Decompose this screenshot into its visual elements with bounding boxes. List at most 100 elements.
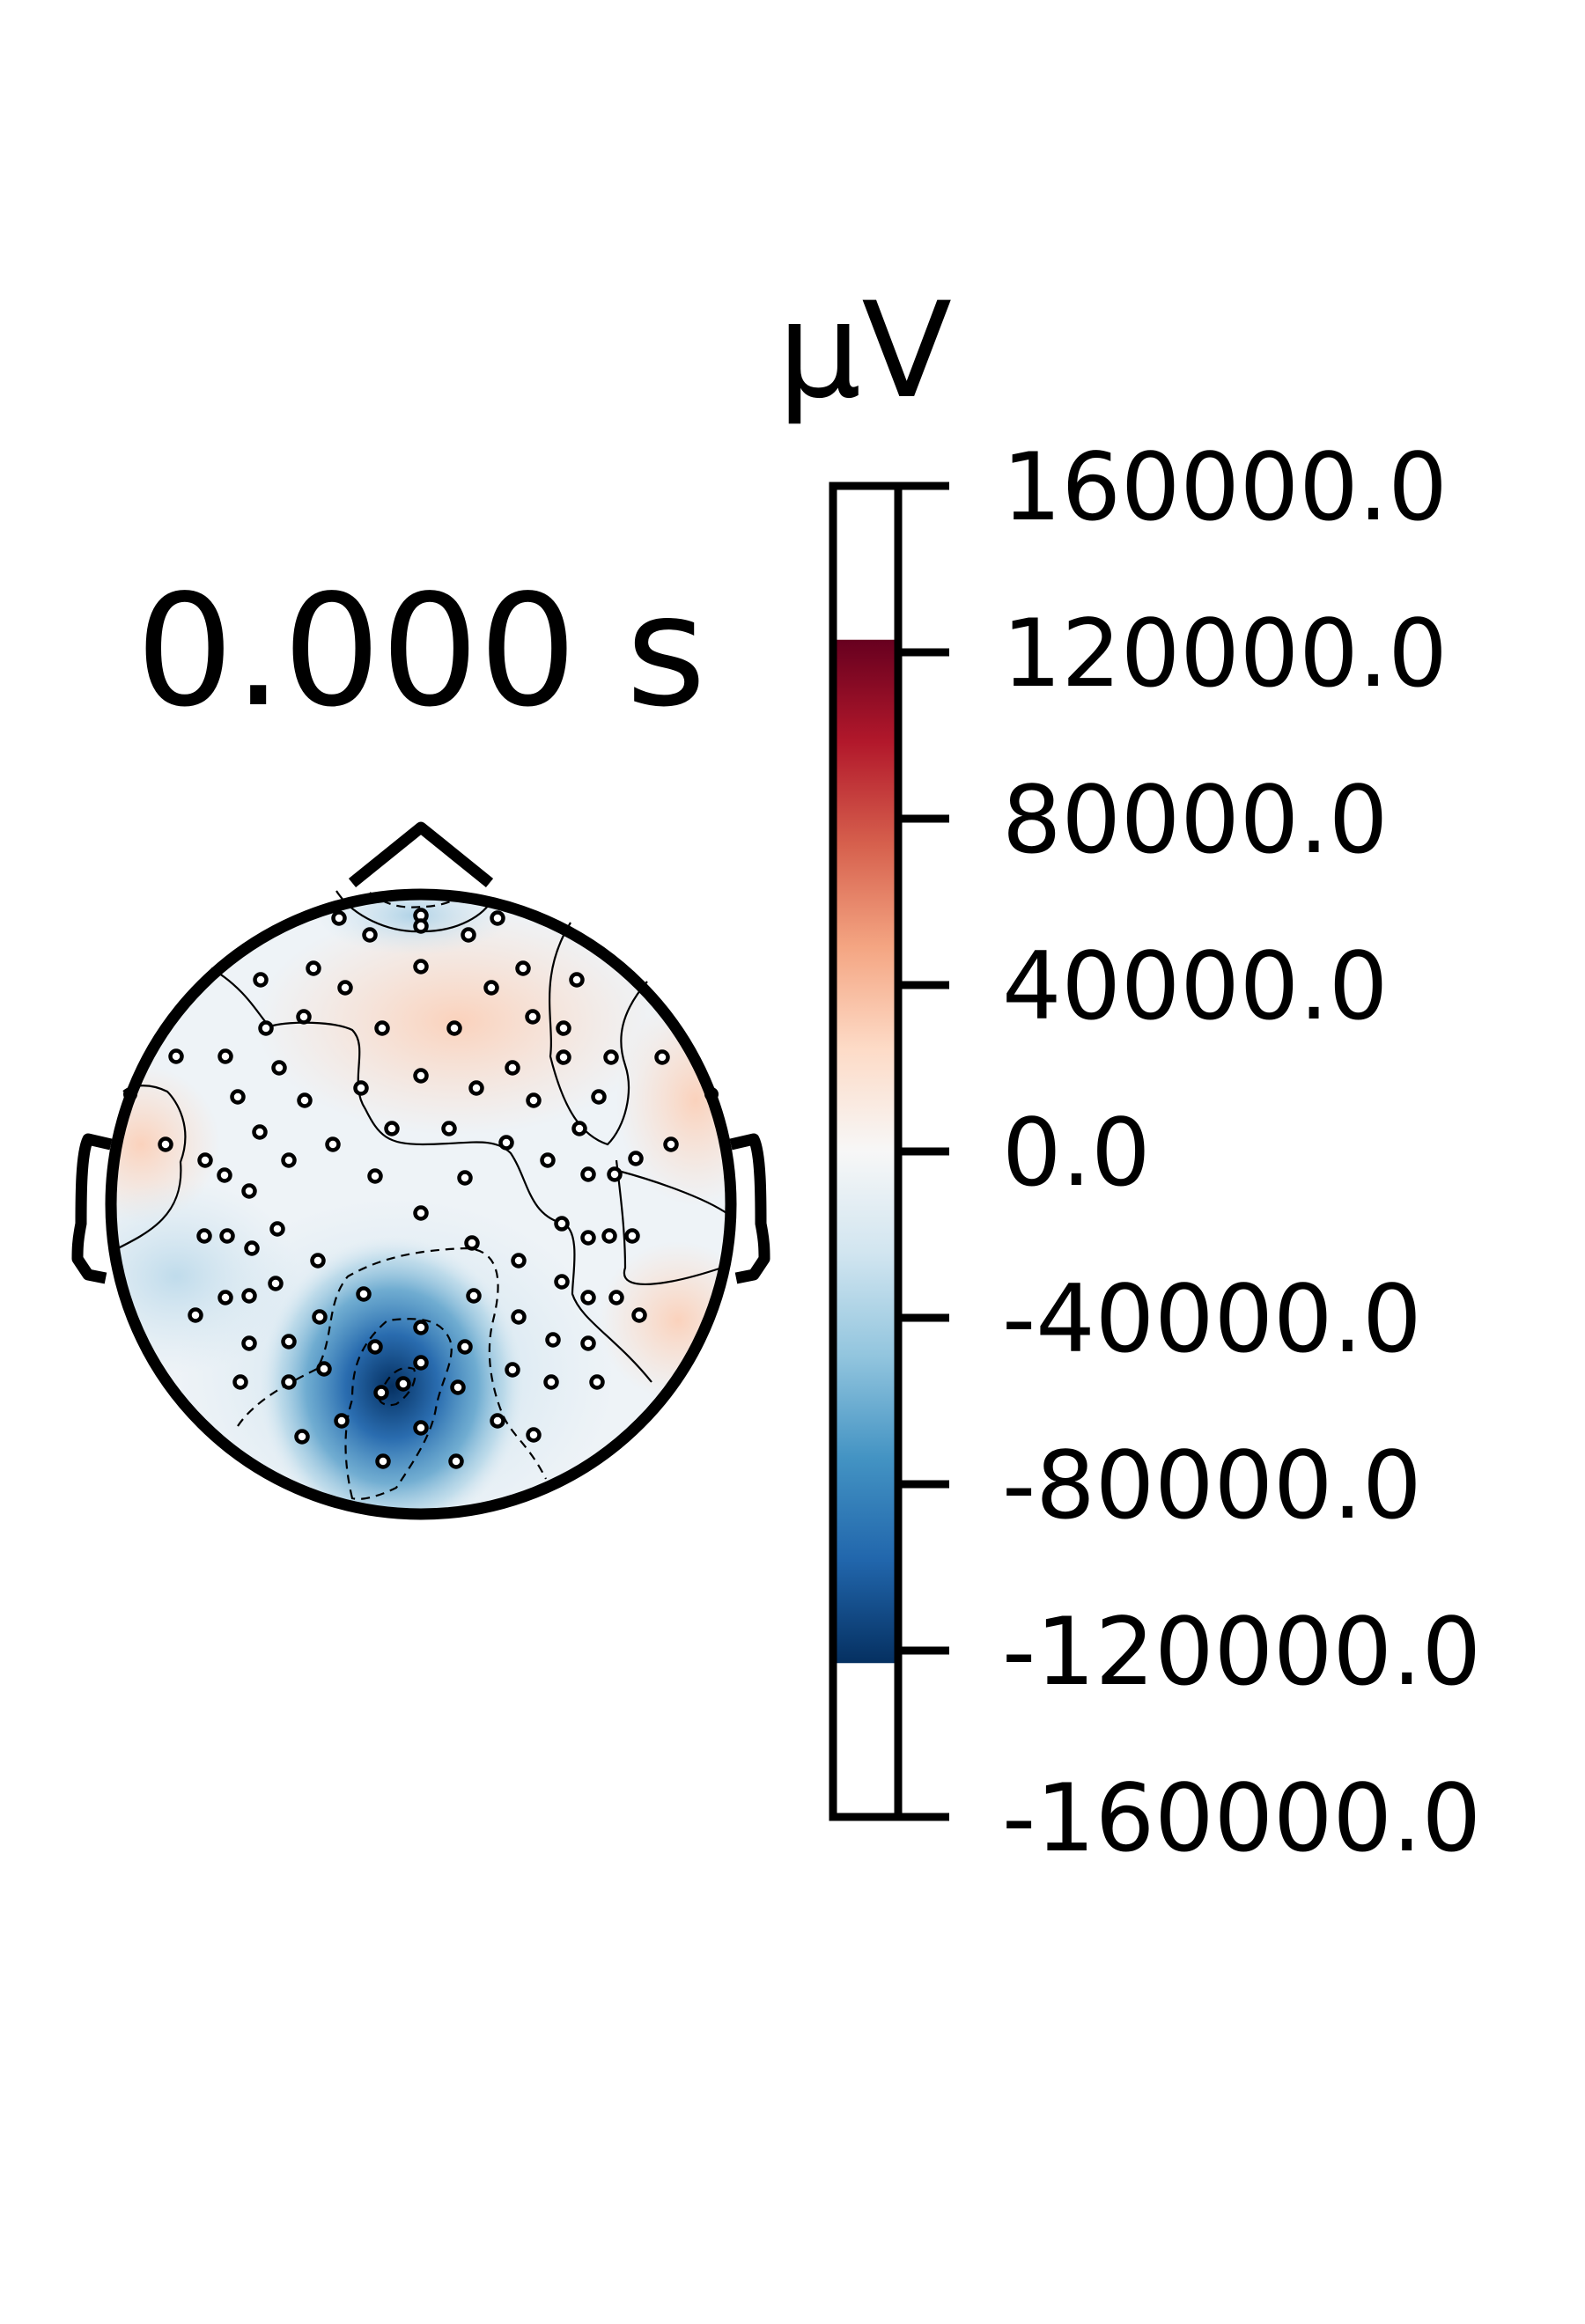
sensor [580,1166,596,1182]
sensor [375,1453,391,1469]
sensor [316,1361,332,1377]
sensor [219,1228,235,1244]
sensor [297,1092,313,1108]
sensor [325,1136,341,1152]
sensor [466,1288,482,1304]
sensor [367,1339,383,1355]
colorbar-tick-label: -120000.0 [1002,1598,1481,1706]
head-topomap [71,821,770,1520]
head-circle [105,888,737,1520]
sensor [631,1307,647,1323]
sensor [554,1216,570,1232]
contour-neg-inner [344,1318,453,1500]
sensor [526,1427,542,1443]
sensor [269,1221,285,1237]
sensor [457,1339,473,1355]
sensor [540,1152,556,1168]
sensor [353,1080,369,1096]
sensor [271,1060,287,1076]
contour-zero-3 [114,1085,187,1251]
sensor [281,1152,297,1168]
sensor [441,1121,457,1136]
sensor [367,1168,383,1184]
chart-title: 0.000 s [136,563,706,741]
sensor [356,1286,372,1302]
sensor [543,1374,559,1390]
contour-zero-2 [549,922,648,1146]
sensor [569,972,585,988]
sensor [241,1335,257,1351]
sensor [545,1332,561,1348]
frontal-positive-region [255,907,660,1136]
colorbar-tick-label: -80000.0 [1002,1431,1422,1540]
sensor [624,1228,640,1244]
sensor [294,1429,310,1445]
sensor [281,1334,297,1350]
contour-zero-1 [210,967,652,1383]
sensor [663,1136,679,1152]
sensor [395,1376,411,1392]
sensor [384,1121,400,1136]
contour-zero-6 [617,1169,730,1216]
sensor [413,1355,429,1371]
sensor [334,1413,350,1429]
sensor [196,1228,212,1244]
sensor [217,1048,233,1064]
sensor [526,1092,542,1108]
sensor [580,1230,596,1246]
sensor [505,1060,520,1076]
contour-neg-core [377,1366,417,1407]
sensor [217,1290,233,1305]
sensor [603,1049,619,1065]
sensor [310,1253,326,1269]
sensor [296,1009,312,1025]
sensor [241,1288,257,1304]
sensor [306,960,321,976]
sensor [448,1453,464,1469]
colorbar-tick-label: 160000.0 [1002,433,1448,541]
sensor [556,1049,571,1065]
sensor [331,910,347,926]
right-temporal-positive-region [616,995,731,1206]
sensor [413,918,429,934]
colorbar-unit-label: µV [778,275,952,428]
sensor [241,1183,257,1199]
sensor [362,927,378,943]
sensor [511,1253,527,1269]
sensor-markers [123,908,719,1469]
sensor [268,1276,284,1291]
sensor [589,1374,605,1390]
sensor [515,960,531,976]
sensor [505,1362,520,1378]
sensor [446,1020,462,1036]
sensor [601,1228,617,1244]
sensor [253,972,269,988]
sensor [230,1089,246,1105]
sensor [554,1274,570,1290]
left-ear [71,1133,113,1284]
head-outline [71,821,770,1520]
sensor [374,1020,390,1036]
contour-lines [114,890,730,1383]
sensor [591,1089,607,1105]
sensor [252,1124,268,1140]
nose [348,821,494,888]
colorbar-ticks: 160000.0 120000.0 80000.0 40000.0 0.0 -40000.… [898,433,1481,1872]
sensor [413,1068,429,1084]
sensor [628,1151,644,1166]
sensor [498,1135,514,1151]
sensor [461,927,476,943]
sensor [571,1121,587,1136]
sensor [217,1167,232,1183]
sensor [413,1320,429,1335]
sensor [158,1136,173,1152]
sensor [580,1290,596,1305]
colorbar-tick-label: 40000.0 [1002,932,1388,1041]
sensor [244,1240,260,1256]
sensor [457,1170,473,1186]
sensor [373,1385,389,1401]
sensor [337,980,353,996]
sensor [580,1335,596,1351]
sensor [483,980,499,996]
